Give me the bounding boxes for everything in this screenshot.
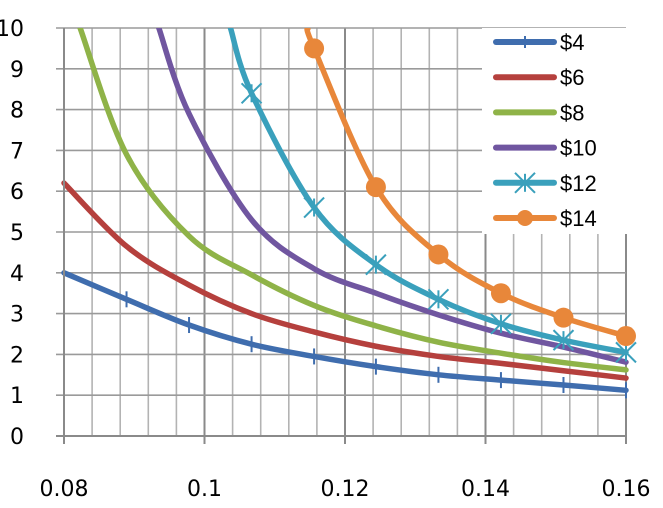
- data-point-marker: [490, 313, 512, 335]
- legend-label: $14: [560, 206, 597, 231]
- y-tick-label: 3: [10, 303, 24, 328]
- series-line: [156, 28, 629, 365]
- series-usd-6: [61, 180, 629, 381]
- legend-label: $12: [560, 171, 597, 196]
- legend: $4 $6 $8 $10 $12 $14: [482, 28, 640, 234]
- legend-item: $10: [493, 136, 597, 161]
- y-tick-label: 0: [10, 425, 24, 450]
- data-point-marker: [552, 329, 575, 351]
- y-tick-label: 8: [10, 99, 24, 124]
- series-usd-10: [156, 28, 629, 365]
- y-tick-label: 2: [10, 343, 24, 368]
- x-tick-label: 0.1: [187, 477, 222, 502]
- data-point-marker: [304, 38, 325, 59]
- legend-item: $12: [493, 171, 597, 196]
- legend-box: [482, 28, 640, 234]
- data-point-marker: [365, 177, 386, 198]
- x-tick-label: 0.12: [321, 477, 370, 502]
- data-point-marker: [615, 341, 637, 364]
- y-tick-label: 5: [10, 221, 24, 246]
- legend-label: $8: [560, 100, 584, 125]
- x-tick-label: 0.14: [461, 477, 510, 502]
- series-line: [227, 28, 629, 356]
- legend-marker: [517, 210, 533, 226]
- y-tick-label: 1: [10, 384, 24, 409]
- data-point-marker: [240, 82, 263, 104]
- data-point-marker: [616, 326, 636, 347]
- y-tick-label: 9: [10, 58, 24, 83]
- y-tick-label: 10: [0, 17, 24, 42]
- data-point-marker: [553, 307, 574, 328]
- data-point-marker: [428, 244, 449, 265]
- legend-label: $6: [560, 65, 584, 90]
- series-line: [61, 270, 629, 394]
- y-tick-label: 4: [10, 262, 24, 287]
- y-tick-label: 6: [10, 180, 24, 205]
- legend-item: $4: [493, 30, 584, 55]
- series-usd-12: [227, 28, 637, 364]
- series-usd-8: [77, 28, 629, 373]
- axes: 0 1 2 3 4 5 6 7 8 9 10 0.08 0.1 0.12 0.14 0.16: [0, 17, 650, 502]
- series-usd-14: [304, 28, 636, 347]
- data-point-marker: [303, 196, 325, 219]
- legend-item: $6: [493, 65, 584, 90]
- x-tick-label: 0.08: [40, 477, 89, 502]
- data-point-marker: [427, 288, 450, 311]
- series-line: [61, 180, 629, 381]
- legend-item: $8: [493, 100, 584, 125]
- legend-marker: [514, 172, 536, 194]
- series-line: [77, 28, 629, 373]
- data-point-marker: [365, 253, 387, 276]
- series-group: [61, 28, 637, 399]
- legend-item: $14: [493, 206, 597, 231]
- data-point-marker: [490, 283, 511, 304]
- y-tick-label: 7: [10, 139, 24, 164]
- legend-label: $10: [560, 136, 597, 161]
- series-usd-4: [61, 264, 629, 399]
- x-tick-label: 0.16: [602, 477, 651, 502]
- legend-label: $4: [560, 30, 584, 55]
